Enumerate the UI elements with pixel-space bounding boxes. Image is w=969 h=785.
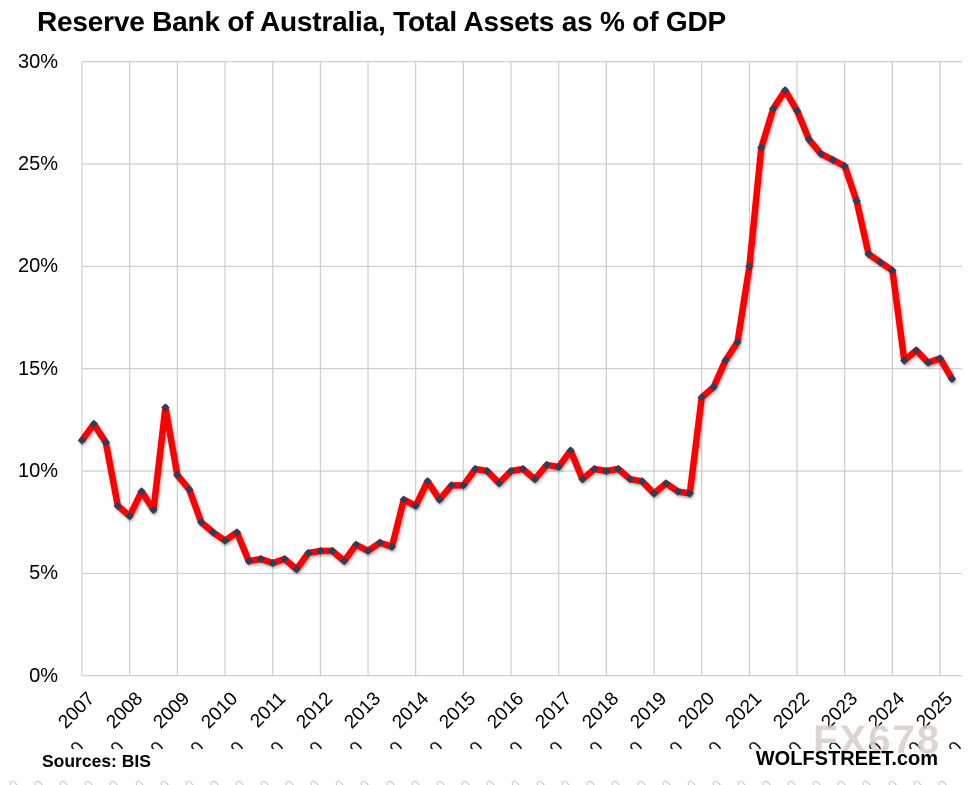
clipped-year-label-fragment-gray: 20	[51, 777, 72, 785]
clipped-year-label-fragment-gray: 20	[202, 777, 223, 785]
clipped-year-label-fragment-gray: 20	[578, 777, 599, 785]
clipped-year-label-fragment: 20	[498, 738, 529, 749]
clipped-year-label-fragment-gray: 20	[377, 777, 398, 785]
clipped-year-label-fragment: 20	[299, 738, 330, 749]
data-line	[78, 87, 956, 573]
y-tick-label: 0%	[29, 664, 58, 687]
y-tick-label: 15%	[17, 357, 58, 380]
clipped-year-label-fragment: 20	[618, 738, 649, 749]
clipped-year-label-fragment: 20	[99, 738, 130, 749]
clipped-year-label-fragment-gray: 20	[302, 777, 323, 785]
clipped-year-label-fragment: 20	[578, 738, 609, 749]
clipped-year-label-fragment: 20	[139, 738, 170, 749]
clipped-year-label-fragment: 20	[538, 738, 569, 749]
clipped-year-label-fragment-gray: 20	[829, 777, 850, 785]
clipped-year-label-fragment-gray: 20	[126, 777, 147, 785]
clipped-year-label-fragment-gray: 20	[729, 777, 750, 785]
clipped-year-label-fragment-gray: 20	[402, 777, 423, 785]
clipped-year-label-fragment-gray: 20	[277, 777, 298, 785]
wolfstreet-brand-label: WOLFSTREET.com	[755, 748, 938, 770]
clipped-year-label-fragment: 20	[418, 738, 449, 749]
clipped-year-label-fragment-gray: 20	[327, 777, 348, 785]
y-tick-label: 25%	[17, 153, 58, 176]
clipped-year-label-fragment-gray: 20	[503, 777, 524, 785]
clipped-year-label-fragment-gray: 20	[76, 777, 97, 785]
clipped-year-label-fragment-gray: 20	[352, 777, 373, 785]
clipped-year-label-fragment-gray: 20	[478, 777, 499, 785]
clipped-label-row-bottom: 20 20 20 20 20 20 20 20 20 20 20 20 20 20 20 20 20 20 20 20…	[0, 775, 969, 785]
clipped-year-label-fragment-gray: 20	[151, 777, 172, 785]
clipped-year-label-fragment-gray: 20	[779, 777, 800, 785]
gridlines	[81, 61, 962, 677]
clipped-year-label-fragment-gray: 20	[528, 777, 549, 785]
clipped-year-label-fragment-gray: 20	[603, 777, 624, 785]
clipped-year-label-fragment-gray: 20	[754, 777, 775, 785]
clipped-year-label-fragment: 20	[658, 738, 689, 749]
clipped-year-label-fragment: 20	[339, 738, 370, 749]
sources-label: Sources: BIS	[42, 751, 151, 771]
clipped-year-label-fragment-gray: 20	[879, 777, 900, 785]
clipped-year-label-fragment: 20	[59, 738, 90, 749]
clipped-year-label-fragment-gray: 20	[679, 777, 700, 785]
y-tick-label: 5%	[29, 562, 58, 585]
clipped-year-label-fragment-gray: 20	[854, 777, 875, 785]
chart-title: Reserve Bank of Australia, Total Assets …	[37, 6, 726, 37]
clipped-year-label-fragment: 20	[179, 738, 210, 749]
clipped-year-label-fragment-gray: 20	[904, 777, 925, 785]
clipped-year-label-fragment-gray: 20	[653, 777, 674, 785]
clipped-year-label-fragment-gray: 20	[930, 777, 951, 785]
clipped-year-label-fragment-gray: 20	[177, 777, 198, 785]
clipped-year-label-fragment: 20	[219, 738, 250, 749]
y-tick-label: 20%	[17, 255, 58, 278]
y-tick-label: 10%	[17, 460, 58, 483]
y-tick-label: 30%	[17, 50, 58, 73]
clipped-year-label-fragment-gray: 20	[704, 777, 725, 785]
clipped-year-label-fragment-gray: 20	[804, 777, 825, 785]
clipped-year-label-fragment: 20	[698, 738, 729, 749]
clipped-year-label-fragment: 20	[937, 738, 968, 749]
clipped-year-label-fragment: 20	[379, 738, 410, 749]
clipped-year-label-fragment-gray: 20	[1, 777, 22, 785]
clipped-year-label-fragment-gray: 20	[227, 777, 248, 785]
clipped-year-label-fragment: 20	[259, 738, 290, 749]
clipped-year-label-fragment: 20	[458, 738, 489, 749]
clipped-year-label-fragment-gray: 20	[101, 777, 122, 785]
clipped-year-label-fragment-gray: 20	[553, 777, 574, 785]
clipped-year-label-fragment-gray: 20	[428, 777, 449, 785]
clipped-year-label-fragment-gray: 20	[628, 777, 649, 785]
clipped-year-label-fragment-gray: 20	[453, 777, 474, 785]
data-point-markers	[77, 86, 957, 574]
fx678-watermark: FX678	[813, 718, 941, 762]
clipped-year-label-fragment-gray: 20	[252, 777, 273, 785]
clipped-year-label-fragment-gray: 20	[26, 777, 47, 785]
